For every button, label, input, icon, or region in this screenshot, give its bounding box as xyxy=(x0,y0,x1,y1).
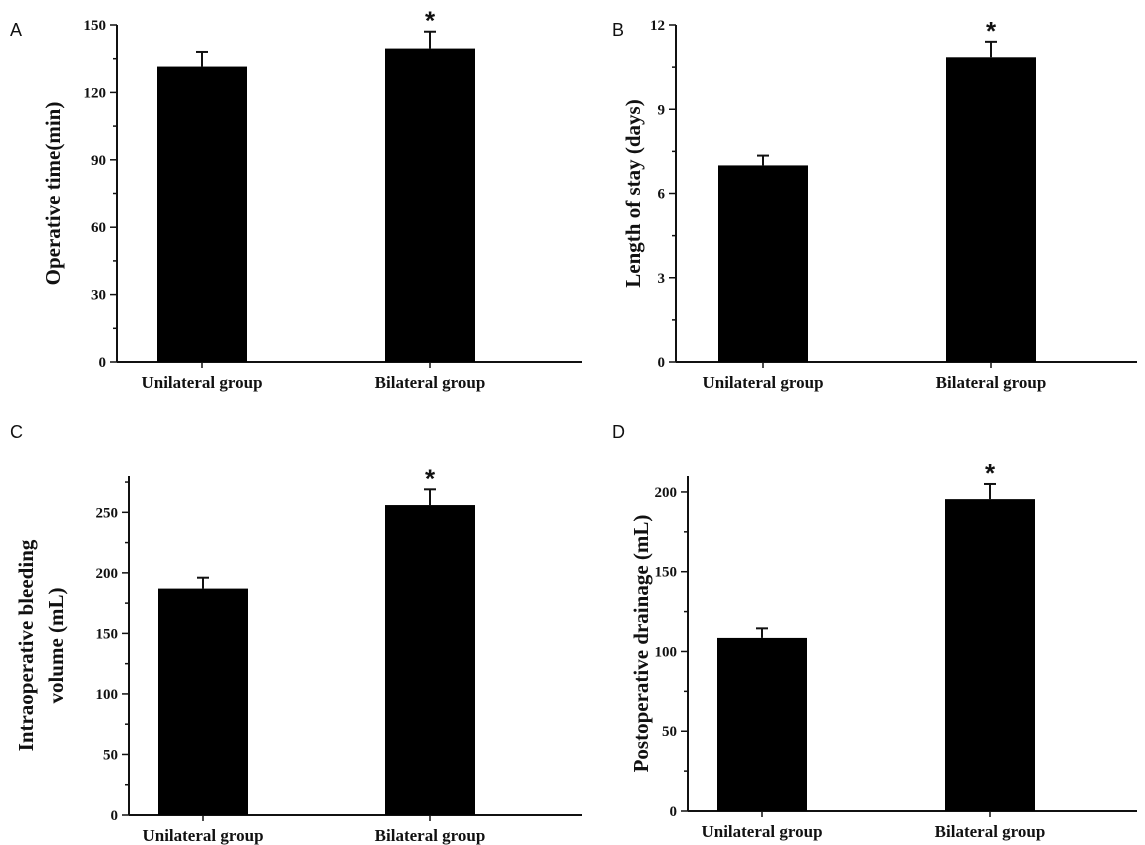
chart-panel-d: D 0 50 100 150 200 Unilateral group Bilateral g… xyxy=(612,422,1137,841)
y-tick-label: 12 xyxy=(650,18,665,34)
y-tick-label: 100 xyxy=(96,687,119,703)
x-tick-label: Bilateral group xyxy=(375,373,486,392)
x-tick-label: Bilateral group xyxy=(936,373,1047,392)
y-tick-label: 9 xyxy=(658,102,666,118)
y-tick-label: 150 xyxy=(96,626,119,642)
x-tick-label: Unilateral group xyxy=(702,373,823,392)
bar xyxy=(385,505,475,815)
chart-panel-a: A 0 30 60 90 120 150 Unilateral group Bilateral … xyxy=(10,6,582,392)
bar xyxy=(157,66,247,363)
panel-letter: A xyxy=(10,20,22,40)
x-tick-label: Bilateral group xyxy=(375,826,486,845)
bar xyxy=(717,637,807,811)
y-tick-label: 0 xyxy=(111,808,119,824)
x-tick-label: Unilateral group xyxy=(142,826,263,845)
y-tick-label: 0 xyxy=(658,355,666,371)
panel-letter: B xyxy=(612,20,624,40)
y-axis-title: Intraoperative bleeding xyxy=(14,539,38,751)
y-axis-title: Length of stay (days) xyxy=(621,99,645,287)
y-tick-label: 50 xyxy=(103,747,118,763)
y-tick-label: 120 xyxy=(84,85,107,101)
chart-panel-b: B 0 3 6 9 12 Unilateral group Bilateral group * L… xyxy=(612,16,1137,392)
y-tick-label: 30 xyxy=(91,288,106,304)
bar xyxy=(718,165,808,362)
chart-panel-c: C 0 50 100 150 200 250 Unilateral group Bilatera… xyxy=(10,422,582,845)
x-tick-label: Unilateral group xyxy=(701,822,822,841)
y-tick-label: 3 xyxy=(658,271,666,287)
x-tick-label: Unilateral group xyxy=(141,373,262,392)
significance-marker: * xyxy=(985,458,996,488)
y-tick-label: 150 xyxy=(655,565,678,581)
significance-marker: * xyxy=(425,463,436,493)
significance-marker: * xyxy=(986,16,997,46)
y-axis-title: Postoperative drainage (mL) xyxy=(629,515,653,773)
y-tick-label: 200 xyxy=(96,566,119,582)
x-tick-label: Bilateral group xyxy=(935,822,1046,841)
panel-letter: C xyxy=(10,422,23,442)
y-tick-label: 250 xyxy=(96,505,119,521)
y-tick-label: 0 xyxy=(99,355,107,371)
significance-marker: * xyxy=(425,6,436,36)
y-axis-title: Operative time(min) xyxy=(41,102,65,286)
y-tick-label: 0 xyxy=(670,804,678,820)
y-tick-label: 100 xyxy=(655,644,678,660)
bar xyxy=(385,48,475,363)
bar xyxy=(945,499,1035,811)
panel-letter: D xyxy=(612,422,625,442)
y-tick-label: 150 xyxy=(84,18,107,34)
bar xyxy=(946,57,1036,362)
y-tick-label: 200 xyxy=(655,485,678,501)
y-tick-label: 60 xyxy=(91,220,106,236)
y-axis-title: volume (mL) xyxy=(44,587,68,703)
y-tick-label: 6 xyxy=(658,187,666,203)
bar xyxy=(158,588,248,815)
y-tick-label: 50 xyxy=(662,724,677,740)
y-tick-label: 90 xyxy=(91,153,106,169)
